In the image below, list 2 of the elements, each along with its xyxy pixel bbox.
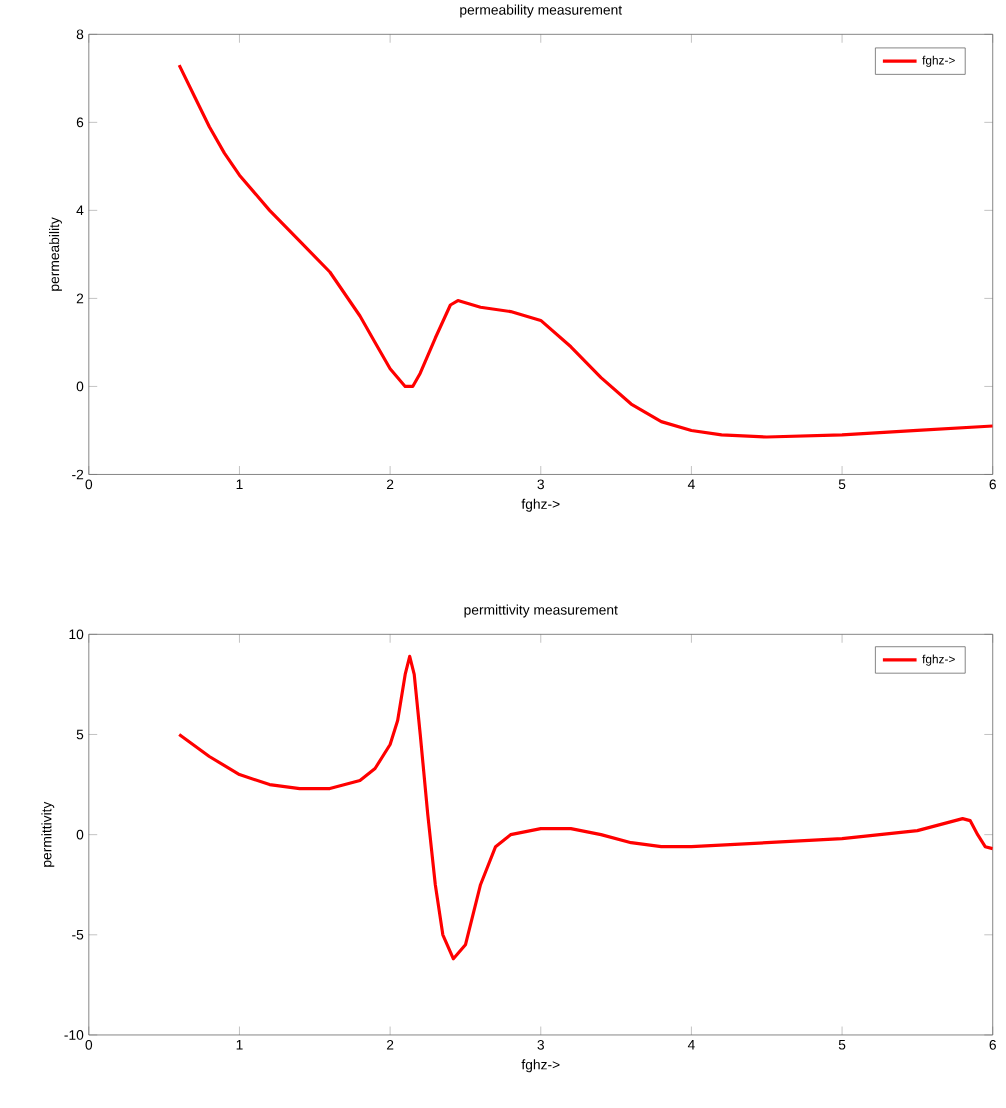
line-series — [177, 63, 993, 439]
line-series — [177, 654, 993, 961]
